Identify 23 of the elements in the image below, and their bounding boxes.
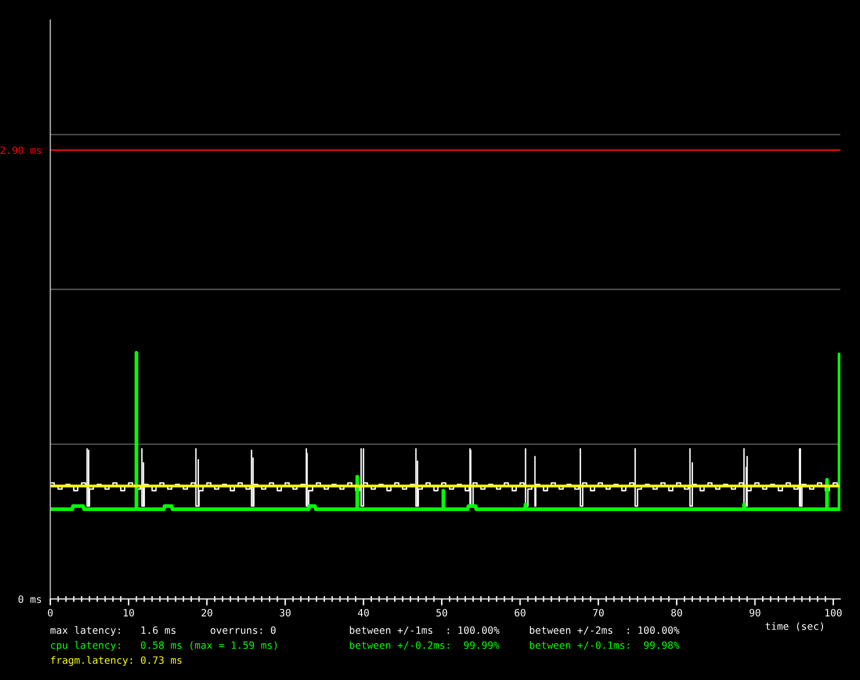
text: max latency: 1.6 ms: [50, 626, 176, 636]
x-tick-label: 60: [514, 608, 526, 617]
x-tick-label: 80: [671, 608, 682, 617]
x-tick-label: 90: [750, 608, 760, 617]
text: between +/-2ms : 100.00%: [530, 626, 680, 635]
x-tick-label: 40: [358, 608, 369, 617]
line-series: [50, 351, 840, 512]
text: between +/-0.1ms: 99.98%: [530, 641, 680, 650]
x-tick-label: 0: [48, 608, 53, 617]
x-axis-title: time (sec): [766, 622, 824, 632]
x-tick-label: 20: [202, 608, 212, 617]
text: between +/-0.2ms: 99.99%: [350, 641, 500, 650]
text: between +/-1ms : 100.00%: [350, 626, 500, 635]
text: cpu latency: 0.58 ms (max = 1.59 ms): [50, 641, 277, 651]
x-tick-label: 50: [436, 608, 448, 617]
text: fragm.latency: 0.73 ms: [50, 656, 182, 666]
x-tick-label: 70: [593, 608, 604, 617]
text: overruns: 0: [210, 626, 276, 634]
y-tick-label: 0 ms: [18, 595, 41, 603]
x-tick-label: 100: [825, 608, 842, 617]
y-tick-label: 2.90 ms: [0, 146, 41, 154]
x-tick-label: 10: [124, 608, 134, 617]
x-tick-label: 30: [280, 608, 291, 617]
